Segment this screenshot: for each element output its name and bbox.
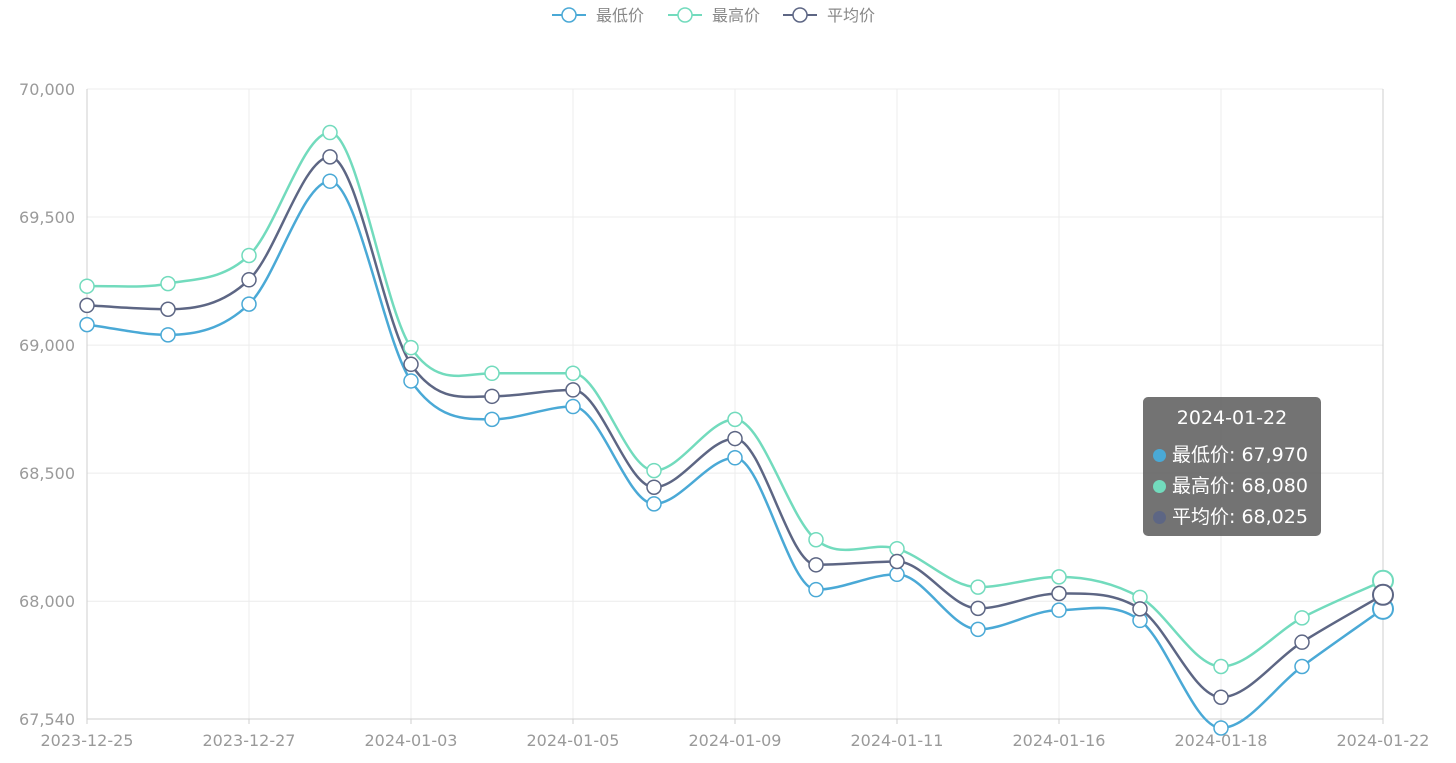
data-point-0[interactable] bbox=[565, 398, 581, 415]
data-point-1[interactable] bbox=[889, 540, 905, 557]
data-point-2[interactable] bbox=[646, 479, 662, 495]
data-point-0[interactable] bbox=[241, 296, 257, 312]
data-point-2[interactable] bbox=[79, 297, 95, 314]
data-point-1[interactable] bbox=[403, 339, 419, 356]
x-tick-label: 2024-01-09 bbox=[689, 731, 782, 750]
legend-label-0[interactable]: 最低价 bbox=[596, 6, 644, 25]
data-point-2[interactable] bbox=[1051, 585, 1067, 602]
tooltip-dot-max bbox=[1153, 480, 1166, 493]
data-point-0[interactable] bbox=[79, 316, 95, 333]
x-tick-label: 2024-01-05 bbox=[527, 731, 620, 750]
y-tick-label: 70,000 bbox=[19, 80, 75, 99]
data-point-0[interactable] bbox=[970, 621, 986, 638]
data-point-2[interactable] bbox=[970, 600, 986, 617]
axis-layer: 70,000 69,500 69,000 68,500 68,000 67,540 2023… bbox=[19, 80, 1429, 750]
data-point-2[interactable] bbox=[322, 149, 338, 165]
tooltip-row-avg: 平均价: 68,025 bbox=[1153, 502, 1308, 529]
legend-marker-2[interactable] bbox=[792, 7, 808, 23]
x-tick-label: 2023-12-27 bbox=[203, 731, 296, 750]
y-tick-label: 67,540 bbox=[19, 710, 75, 729]
series-line-1 bbox=[86, 131, 1384, 668]
series-layer bbox=[79, 124, 1394, 736]
data-point-0[interactable] bbox=[646, 496, 662, 512]
data-point-0[interactable] bbox=[1051, 602, 1067, 618]
data-point-2[interactable] bbox=[889, 553, 905, 570]
tooltip-avg-text: 平均价: 68,025 bbox=[1172, 506, 1308, 528]
tooltip-min-text: 最低价: 67,970 bbox=[1172, 444, 1308, 466]
x-tick-label: 2024-01-11 bbox=[851, 731, 944, 750]
legend-label-1[interactable]: 最高价 bbox=[712, 6, 760, 25]
data-point-0[interactable] bbox=[160, 327, 176, 343]
x-tick-label: 2024-01-18 bbox=[1175, 731, 1268, 750]
data-point-2[interactable] bbox=[160, 301, 176, 317]
data-point-1[interactable] bbox=[565, 365, 581, 382]
data-point-1[interactable] bbox=[970, 579, 986, 595]
data-point-1[interactable] bbox=[1213, 658, 1229, 675]
y-tick-label: 68,500 bbox=[19, 464, 75, 483]
tooltip-row-min: 最低价: 67,970 bbox=[1153, 440, 1308, 467]
data-point-1[interactable] bbox=[322, 124, 338, 141]
legend-marker-1[interactable] bbox=[677, 7, 693, 23]
data-point-1[interactable] bbox=[241, 247, 257, 264]
x-tick-label: 2024-01-22 bbox=[1337, 731, 1430, 750]
data-point-2[interactable] bbox=[1213, 689, 1229, 705]
data-point-1[interactable] bbox=[79, 278, 95, 294]
data-point-0[interactable] bbox=[1213, 720, 1229, 736]
y-tick-label: 68,000 bbox=[19, 592, 75, 611]
tooltip-max-text: 最高价: 68,080 bbox=[1172, 475, 1308, 497]
data-point-0[interactable] bbox=[808, 581, 824, 598]
data-point-2[interactable] bbox=[1132, 601, 1148, 617]
data-point-1[interactable] bbox=[160, 275, 176, 292]
x-tick-label: 2023-12-25 bbox=[41, 731, 134, 750]
data-point-2[interactable] bbox=[241, 272, 257, 288]
legend-marker-0[interactable] bbox=[561, 7, 577, 23]
data-point-0[interactable] bbox=[484, 411, 500, 428]
data-point-2[interactable] bbox=[484, 388, 500, 405]
data-point-0[interactable] bbox=[403, 373, 419, 389]
series-line-0 bbox=[86, 179, 1384, 730]
data-point-0[interactable] bbox=[889, 566, 905, 583]
data-point-2[interactable] bbox=[808, 557, 824, 573]
tooltip: 2024-01-22 最低价: 67,970 最高价: 68,080 平均价: … bbox=[1143, 397, 1321, 536]
series-line-2 bbox=[86, 155, 1384, 699]
y-tick-label: 69,500 bbox=[19, 208, 75, 227]
data-point-0[interactable] bbox=[1294, 658, 1310, 675]
legend[interactable]: 最低价 最高价 平均价 bbox=[552, 6, 875, 25]
data-point-2[interactable] bbox=[1372, 583, 1394, 606]
data-point-0[interactable] bbox=[727, 450, 743, 466]
x-tick-label: 2024-01-03 bbox=[365, 731, 458, 750]
data-point-1[interactable] bbox=[808, 531, 824, 548]
grid-layer bbox=[87, 88, 1383, 719]
data-point-1[interactable] bbox=[646, 462, 662, 479]
data-point-1[interactable] bbox=[1294, 610, 1310, 626]
data-point-2[interactable] bbox=[403, 356, 419, 373]
data-point-0[interactable] bbox=[322, 173, 338, 189]
tooltip-dot-avg bbox=[1153, 511, 1166, 524]
legend-label-2[interactable]: 平均价 bbox=[827, 6, 875, 25]
x-tick-label: 2024-01-16 bbox=[1013, 731, 1106, 750]
tooltip-dot-min bbox=[1153, 449, 1166, 462]
tooltip-title: 2024-01-22 bbox=[1176, 407, 1288, 429]
data-point-2[interactable] bbox=[727, 430, 743, 447]
data-point-1[interactable] bbox=[1051, 569, 1067, 585]
data-point-1[interactable] bbox=[727, 411, 743, 428]
data-point-2[interactable] bbox=[565, 382, 581, 398]
data-point-2[interactable] bbox=[1294, 634, 1310, 650]
tooltip-row-max: 最高价: 68,080 bbox=[1153, 471, 1308, 498]
data-point-1[interactable] bbox=[484, 365, 500, 382]
y-tick-label: 69,000 bbox=[19, 336, 75, 355]
